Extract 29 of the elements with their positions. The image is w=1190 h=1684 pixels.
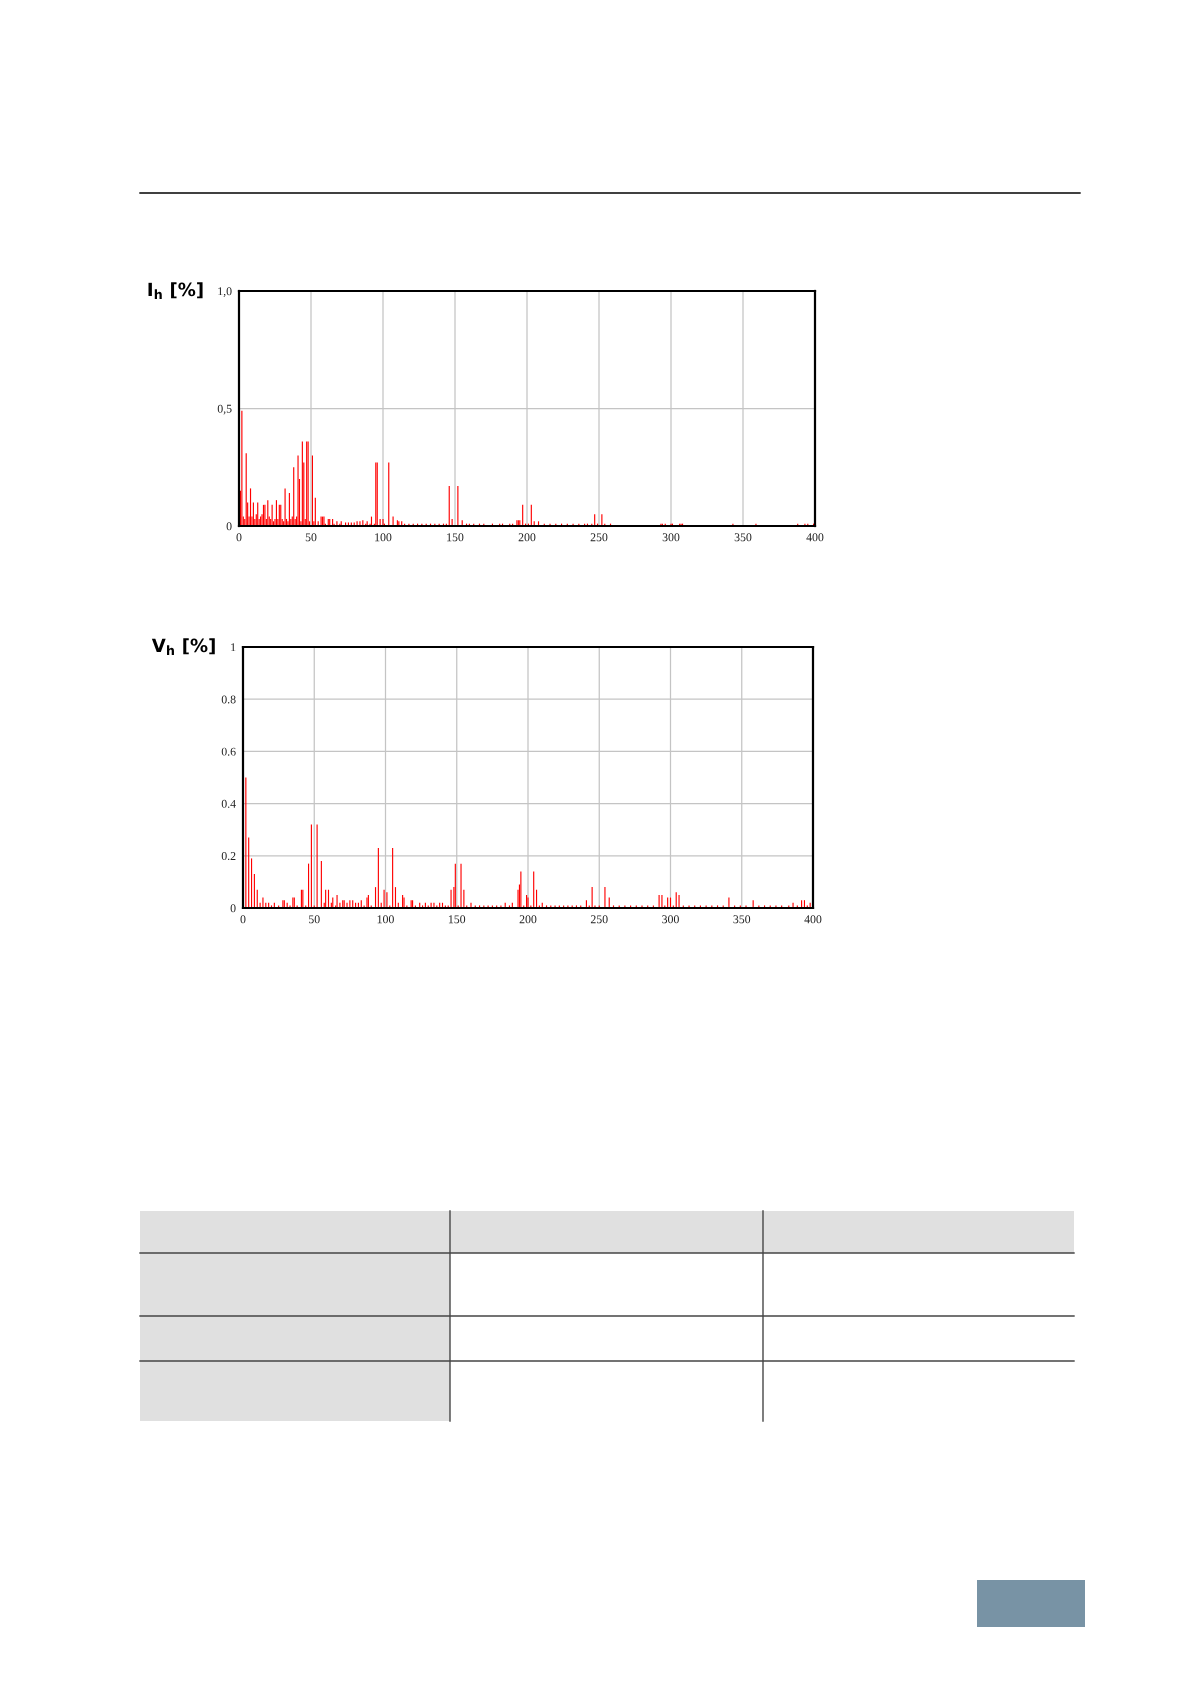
- x-tick-label: 100: [375, 533, 392, 542]
- y-tick-label: 0: [230, 904, 236, 913]
- x-tick-label: 150: [448, 915, 466, 924]
- y-axis-title: V$_{h}$ [%]: [151, 638, 215, 655]
- x-tick-label: 350: [733, 915, 751, 924]
- y-tick-label: 0.8: [221, 695, 236, 704]
- x-tick-label: 300: [662, 533, 680, 542]
- x-tick-label: 150: [447, 533, 464, 542]
- x-tick-label: 200: [519, 915, 537, 924]
- x-tick-label: 50: [305, 533, 317, 542]
- x-tick-label: 400: [804, 915, 822, 924]
- y-tick-label: 1,0: [218, 287, 232, 297]
- y-tick-label: 0.6: [221, 747, 236, 756]
- x-tick-label: 400: [806, 533, 824, 542]
- x-tick-label: 250: [590, 915, 608, 924]
- x-tick-label: 0: [240, 915, 246, 924]
- y-axis-title: I$_{h}$ [%]: [148, 282, 203, 299]
- x-tick-label: 0: [236, 533, 242, 542]
- x-tick-label: 200: [518, 533, 536, 542]
- x-tick-label: 100: [377, 915, 394, 924]
- y-tick-label: 1: [231, 643, 236, 652]
- x-tick-label: 250: [590, 533, 608, 542]
- x-tick-label: 300: [662, 915, 679, 924]
- y-tick-label: 0.2: [221, 852, 236, 861]
- x-tick-label: 350: [734, 533, 752, 542]
- y-tick-label: 0: [226, 522, 232, 531]
- y-tick-label: 0,5: [217, 404, 232, 415]
- x-tick-label: 50: [309, 915, 320, 924]
- y-tick-label: 0.4: [221, 799, 236, 808]
